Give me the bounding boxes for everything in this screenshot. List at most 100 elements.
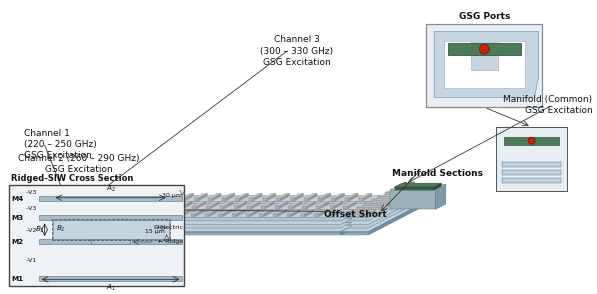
Polygon shape xyxy=(208,198,212,201)
Polygon shape xyxy=(232,209,245,214)
Polygon shape xyxy=(110,201,124,206)
Polygon shape xyxy=(368,202,418,232)
Circle shape xyxy=(403,183,408,188)
Text: M3: M3 xyxy=(11,216,23,221)
Bar xyxy=(39,196,182,201)
Polygon shape xyxy=(236,209,245,217)
Polygon shape xyxy=(136,214,140,217)
Polygon shape xyxy=(341,212,352,221)
Polygon shape xyxy=(100,201,110,209)
Polygon shape xyxy=(378,195,404,196)
Polygon shape xyxy=(81,209,94,214)
Polygon shape xyxy=(167,209,177,217)
Text: Offset Short: Offset Short xyxy=(324,210,387,219)
Polygon shape xyxy=(371,199,396,200)
Polygon shape xyxy=(261,201,274,206)
Polygon shape xyxy=(96,202,107,227)
Polygon shape xyxy=(233,201,247,206)
Bar xyxy=(502,178,561,183)
Text: Channel 2 (260 – 290 GHz)
GSG Excitation: Channel 2 (260 – 290 GHz) GSG Excitation xyxy=(18,154,139,174)
Polygon shape xyxy=(316,206,320,209)
Polygon shape xyxy=(96,213,356,216)
Polygon shape xyxy=(345,193,358,198)
Polygon shape xyxy=(341,195,418,221)
Polygon shape xyxy=(293,201,301,209)
Polygon shape xyxy=(139,198,143,201)
Polygon shape xyxy=(153,209,163,217)
Polygon shape xyxy=(85,209,94,217)
Polygon shape xyxy=(349,193,358,201)
Polygon shape xyxy=(246,214,250,217)
Polygon shape xyxy=(279,201,288,209)
Polygon shape xyxy=(167,193,180,198)
Bar xyxy=(39,239,182,244)
Polygon shape xyxy=(364,203,387,206)
Polygon shape xyxy=(96,211,367,216)
Polygon shape xyxy=(302,206,306,209)
Text: Channel 1
(220 – 250 GHz)
GSG Excitation: Channel 1 (220 – 250 GHz) GSG Excitation xyxy=(24,129,97,160)
Polygon shape xyxy=(111,206,383,212)
Polygon shape xyxy=(380,206,383,210)
Polygon shape xyxy=(276,193,290,198)
Bar xyxy=(39,216,182,220)
Polygon shape xyxy=(64,213,79,216)
Bar xyxy=(91,239,130,244)
Bar xyxy=(53,220,168,239)
Polygon shape xyxy=(322,193,331,201)
Polygon shape xyxy=(341,199,418,224)
Circle shape xyxy=(89,200,94,205)
Polygon shape xyxy=(111,212,371,216)
Polygon shape xyxy=(80,228,341,232)
Polygon shape xyxy=(198,193,207,201)
Polygon shape xyxy=(350,211,373,214)
Polygon shape xyxy=(385,192,409,195)
Polygon shape xyxy=(235,193,248,198)
Polygon shape xyxy=(221,198,226,201)
Polygon shape xyxy=(205,209,218,214)
Polygon shape xyxy=(239,193,248,201)
Polygon shape xyxy=(126,209,136,217)
Polygon shape xyxy=(80,215,352,221)
Polygon shape xyxy=(290,193,303,198)
Polygon shape xyxy=(212,193,221,201)
Polygon shape xyxy=(341,217,368,221)
Polygon shape xyxy=(328,209,341,214)
Bar xyxy=(426,24,542,107)
Polygon shape xyxy=(356,218,367,227)
Polygon shape xyxy=(192,206,196,209)
Polygon shape xyxy=(124,206,128,209)
Polygon shape xyxy=(275,206,279,209)
Polygon shape xyxy=(387,202,390,206)
Polygon shape xyxy=(80,212,352,217)
Polygon shape xyxy=(330,206,334,209)
Polygon shape xyxy=(300,209,314,214)
Text: –V2: –V2 xyxy=(26,228,38,233)
Polygon shape xyxy=(290,198,294,201)
Polygon shape xyxy=(238,201,247,209)
Polygon shape xyxy=(277,209,287,217)
Polygon shape xyxy=(260,209,273,214)
Bar xyxy=(426,24,542,107)
Polygon shape xyxy=(316,201,329,206)
Bar xyxy=(504,137,559,145)
Polygon shape xyxy=(395,199,396,203)
Polygon shape xyxy=(112,193,125,198)
Polygon shape xyxy=(247,201,260,206)
Bar xyxy=(496,127,567,191)
Polygon shape xyxy=(343,213,368,214)
Polygon shape xyxy=(155,201,164,209)
Polygon shape xyxy=(359,198,362,201)
Polygon shape xyxy=(251,201,260,209)
Polygon shape xyxy=(164,214,167,217)
Polygon shape xyxy=(368,206,418,235)
Polygon shape xyxy=(137,206,141,209)
Polygon shape xyxy=(208,193,221,198)
Polygon shape xyxy=(314,209,327,214)
Polygon shape xyxy=(378,196,402,199)
Polygon shape xyxy=(220,201,233,206)
Polygon shape xyxy=(165,206,169,209)
Polygon shape xyxy=(434,31,538,97)
Polygon shape xyxy=(302,201,315,206)
Polygon shape xyxy=(206,201,219,206)
Polygon shape xyxy=(191,214,195,217)
